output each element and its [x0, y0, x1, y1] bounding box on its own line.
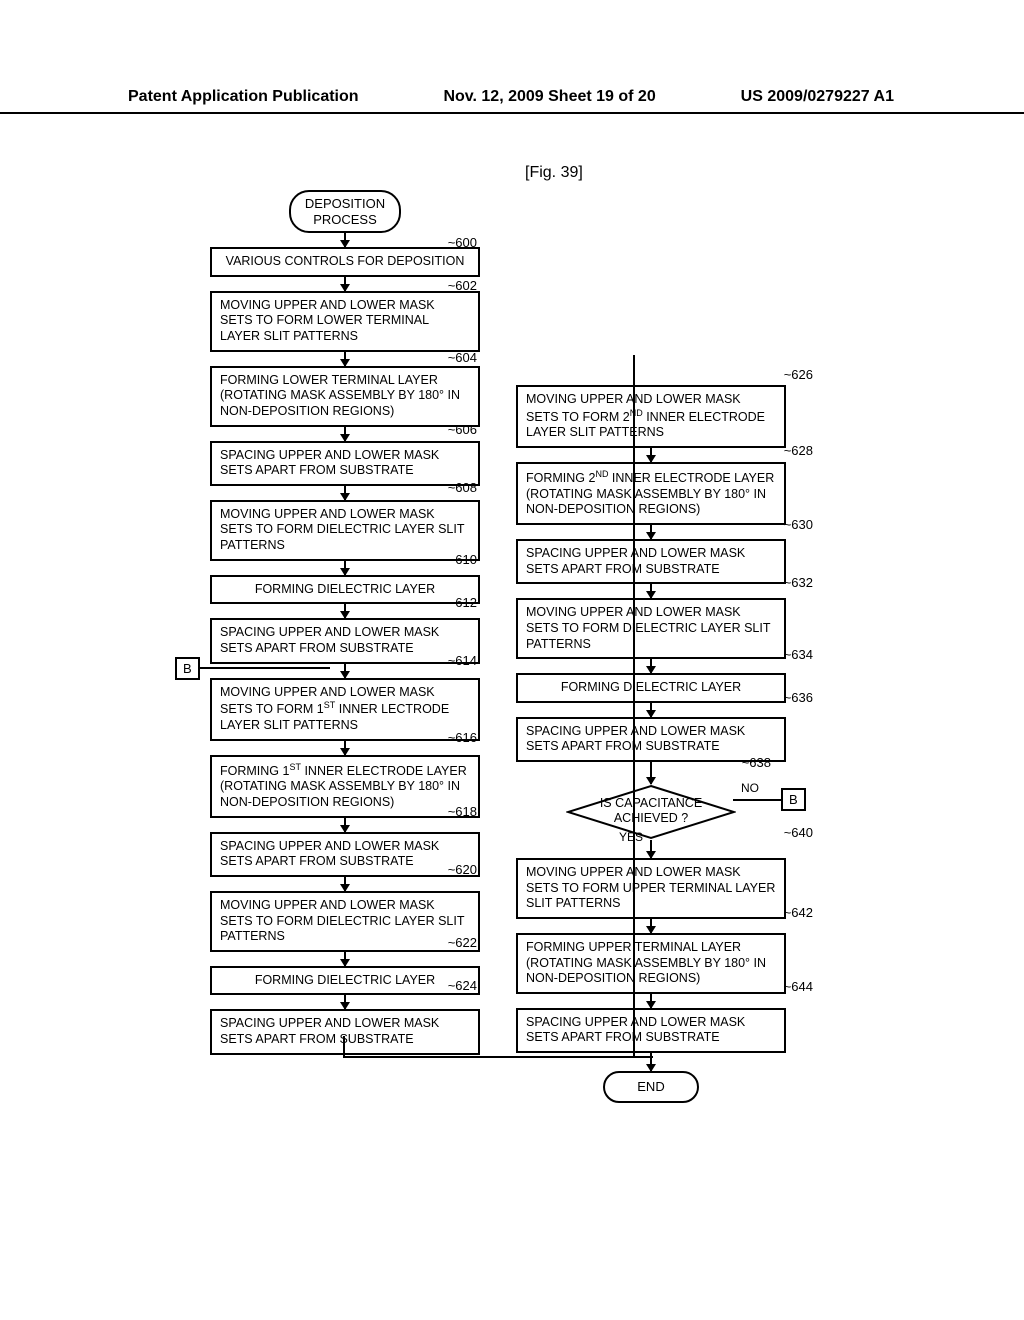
connector-b-in: B	[175, 657, 200, 680]
arrow-icon	[344, 664, 346, 678]
step-label-606: ~606	[448, 422, 477, 437]
step-632: MOVING UPPER AND LOWER MASK SETS TO FORM…	[516, 598, 786, 659]
decision-yes-label: YES	[619, 830, 643, 844]
step-label-604: ~604	[448, 350, 477, 365]
arrow-icon	[344, 818, 346, 832]
step-label-622: ~622	[448, 935, 477, 950]
step-634: FORMING DIELECTRIC LAYER	[516, 673, 786, 703]
arrow-icon	[650, 525, 652, 539]
connector-line	[733, 799, 781, 801]
arrow-icon	[650, 994, 652, 1008]
step-label-600: ~600	[448, 235, 477, 250]
arrow-icon	[344, 877, 346, 891]
figure-label: [Fig. 39]	[525, 164, 583, 182]
decision-no-label: NO	[741, 781, 759, 795]
step-618: SPACING UPPER AND LOWER MASK SETS APART …	[210, 832, 480, 877]
step-label-612: ~612	[448, 595, 477, 610]
decision-638: IS CAPACITANCE ACHIEVED ?	[566, 784, 736, 840]
arrow-icon	[650, 584, 652, 598]
step-label-626: ~626	[784, 367, 813, 382]
header-center: Nov. 12, 2009 Sheet 19 of 20	[443, 88, 655, 106]
step-label-644: ~644	[784, 979, 813, 994]
connector-b-out: B	[781, 788, 806, 811]
step-label-602: ~602	[448, 278, 477, 293]
step-642: FORMING UPPER TERMINAL LAYER (ROTATING M…	[516, 933, 786, 994]
step-label-636: ~636	[784, 690, 813, 705]
connector-line	[633, 356, 635, 1058]
flow-column-right: ~626 MOVING UPPER AND LOWER MASK SETS TO…	[501, 385, 801, 1103]
arrow-icon	[344, 995, 346, 1009]
step-608: MOVING UPPER AND LOWER MASK SETS TO FORM…	[210, 500, 480, 561]
step-644: SPACING UPPER AND LOWER MASK SETS APART …	[516, 1008, 786, 1053]
step-622: FORMING DIELECTRIC LAYER	[210, 966, 480, 996]
terminator-start: DEPOSITION PROCESS	[289, 190, 401, 233]
step-label-610: ~610	[448, 552, 477, 567]
step-630: SPACING UPPER AND LOWER MASK SETS APART …	[516, 539, 786, 584]
header-right: US 2009/0279227 A1	[741, 88, 894, 106]
step-label-614: ~614	[448, 653, 477, 668]
arrow-icon	[650, 448, 652, 462]
step-label-630: ~630	[784, 517, 813, 532]
step-606: SPACING UPPER AND LOWER MASK SETS APART …	[210, 441, 480, 486]
step-label-620: ~620	[448, 862, 477, 877]
arrow-icon	[650, 840, 652, 858]
step-612: SPACING UPPER AND LOWER MASK SETS APART …	[210, 618, 480, 663]
arrow-icon	[650, 703, 652, 717]
step-614: MOVING UPPER AND LOWER MASK SETS TO FORM…	[210, 678, 480, 741]
flow-column-left: DEPOSITION PROCESS ~600 VARIOUS CONTROLS…	[195, 190, 495, 1055]
step-600: VARIOUS CONTROLS FOR DEPOSITION	[210, 247, 480, 277]
step-label-616: ~616	[448, 730, 477, 745]
header-left: Patent Application Publication	[128, 88, 359, 106]
step-604: FORMING LOWER TERMINAL LAYER (ROTATING M…	[210, 366, 480, 427]
terminator-end: END	[603, 1071, 698, 1103]
arrow-icon	[344, 952, 346, 966]
arrow-icon	[344, 352, 346, 366]
arrow-icon	[344, 233, 346, 247]
connector-line	[200, 667, 330, 669]
step-label-624: ~624	[448, 978, 477, 993]
arrow-icon	[650, 1053, 652, 1071]
arrow-icon	[650, 762, 652, 784]
page-header: Patent Application Publication Nov. 12, …	[0, 88, 1024, 114]
step-628: FORMING 2ND INNER ELECTRODE LAYER (ROTAT…	[516, 462, 786, 525]
arrow-icon	[650, 659, 652, 673]
step-label-640: ~640	[784, 825, 813, 840]
step-602: MOVING UPPER AND LOWER MASK SETS TO FORM…	[210, 291, 480, 352]
step-label-618: ~618	[448, 804, 477, 819]
arrow-icon	[344, 604, 346, 618]
arrow-icon	[344, 277, 346, 291]
step-label-628: ~628	[784, 443, 813, 458]
step-label-632: ~632	[784, 575, 813, 590]
connector-line	[343, 1036, 345, 1056]
step-label-634: ~634	[784, 647, 813, 662]
step-640: MOVING UPPER AND LOWER MASK SETS TO FORM…	[516, 858, 786, 919]
arrow-icon	[344, 561, 346, 575]
step-label-642: ~642	[784, 905, 813, 920]
arrow-icon	[344, 741, 346, 755]
arrow-icon	[344, 486, 346, 500]
arrow-icon	[344, 427, 346, 441]
step-616: FORMING 1ST INNER ELECTRODE LAYER (ROTAT…	[210, 755, 480, 818]
step-620: MOVING UPPER AND LOWER MASK SETS TO FORM…	[210, 891, 480, 952]
arrow-icon	[650, 919, 652, 933]
step-626: MOVING UPPER AND LOWER MASK SETS TO FORM…	[516, 385, 786, 448]
step-label-608: ~608	[448, 480, 477, 495]
step-label-638: ~638	[742, 755, 771, 770]
step-610: FORMING DIELECTRIC LAYER	[210, 575, 480, 605]
step-624: SPACING UPPER AND LOWER MASK SETS APART …	[210, 1009, 480, 1054]
